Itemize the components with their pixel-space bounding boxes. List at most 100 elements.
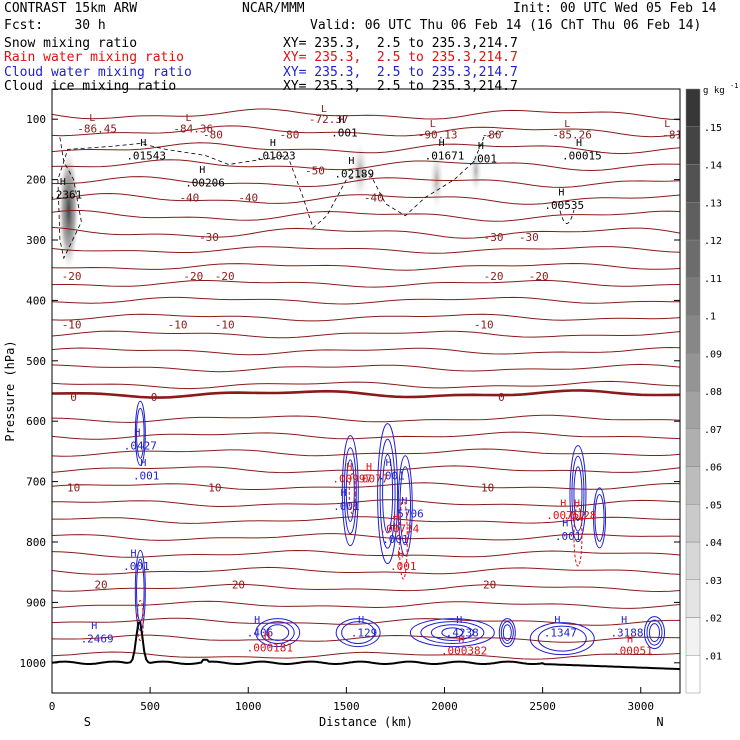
temperature-label: 20 [94,578,107,591]
temperature-contour [52,363,680,373]
cloud-water-contour [441,627,464,638]
cloud-water-contour [648,623,660,643]
y-tick-label: 900 [26,596,46,609]
temperature-contour [52,448,680,457]
cloud-water-contour [379,438,396,549]
temperature-contour [52,246,680,254]
low-value-label: -85.26 [552,128,592,141]
cloud-water-contour [255,618,301,648]
temperature-label: 10 [67,482,80,495]
colorbar-tick-label: .11 [704,274,722,285]
y-tick-label: 1000 [20,657,47,670]
colorbar-tick-label: .13 [704,198,722,209]
colorbar-segment [685,164,701,203]
high-marker: H [621,615,627,626]
temperature-contour [52,346,680,356]
cloud-water-value-label: .001 [378,470,405,483]
high-marker: H [358,615,364,626]
rain-contour [348,473,356,515]
temperature-label: -20 [484,270,504,283]
x-tick-label: 1000 [235,700,262,713]
high-marker: H [458,634,464,645]
colorbar-segment [685,353,701,392]
temperature-label: 20 [483,578,496,591]
rain-value-label: .0128 [563,509,596,522]
temperature-contour [52,192,680,205]
temperature-label: -30 [484,231,504,244]
cloud-water-contour [529,622,595,656]
colorbar-segment [685,504,701,543]
cloud-water-value-label: .5706 [391,508,424,521]
cloud-water-contour [430,624,474,641]
cloud-water-value-label: .001 [123,560,150,573]
colorbar-tick-label: .15 [704,123,722,134]
colorbar-tick-label: .08 [704,387,722,398]
colorbar-tick-label: .03 [704,576,722,587]
temperature-contour [52,651,680,660]
cloud-water-contour [643,616,665,650]
cloud-water-value-label: .3188 [610,627,643,640]
cloud-water-contour [382,453,394,534]
high-marker: H [264,631,270,642]
temperature-label: 0 [151,391,158,404]
cloud-water-value-label: .1347 [544,627,577,640]
temperature-label: -10 [474,319,494,332]
rain-value-label: .00734 [379,523,419,536]
temperature-contour [52,262,680,271]
cloud-water-contour [260,621,295,645]
legend-cloudwater-label: Cloud water mixing ratio [4,65,192,80]
rain-value-label: .001 [390,560,417,573]
temperature-contour [52,533,680,541]
plot-frame [51,88,681,694]
temperature-contour [52,210,680,222]
cloud-water-contour [569,445,587,543]
high-marker: H [386,458,392,469]
colorbar-tick-label: .04 [704,538,722,549]
temperature-label: -20 [529,270,549,283]
temperature-label: -50 [305,165,325,178]
temperature-label: -80 [203,128,223,141]
cloud-ice-value-label: .01543 [126,149,166,162]
temperature-label: -30 [199,231,219,244]
temperature-contour [52,296,680,305]
valid-time: Valid: 06 UTC Thu 06 Feb 14 (16 ChT Thu … [310,18,702,33]
colorbar-tick-label: .01 [704,651,722,662]
temperature-contour [52,499,680,508]
y-tick-label: 400 [26,294,46,307]
high-marker: H [627,634,633,645]
colorbar-segment [685,277,701,316]
high-marker: H [397,550,403,561]
cloud-water-contour [136,558,145,623]
low-marker: L [564,119,570,130]
cloud-water-value-label: .001 [133,470,160,483]
x-tick-label: 2000 [431,700,458,713]
temperature-label: 10 [208,482,221,495]
temperature-contour [52,600,680,609]
temperature-contour [52,159,680,172]
high-marker: H [456,615,462,626]
cloud-ice-contour [557,203,575,224]
rain-value-label: .00752 [546,509,586,522]
y-tick-label: 500 [26,355,46,368]
low-value-label: -81 [662,128,682,141]
temperature-label: 0 [70,391,77,404]
temperature-label: -10 [168,319,188,332]
rain-value-label: .00997 [332,473,372,486]
y-tick-label: 200 [26,174,46,187]
high-marker: H [340,488,346,499]
cloud-water-contour [593,487,607,549]
high-marker: H [558,187,564,198]
colorbar-unit: g kg [703,86,725,96]
high-marker: H [91,621,97,632]
low-value-label: -90.13 [418,128,458,141]
temperature-contour [52,313,680,322]
cloud-water-contour [341,621,376,645]
temperature-label: -80 [280,128,300,141]
cloud-water-contour [594,493,605,542]
temperature-contour [52,226,680,239]
cloud-water-contour [420,621,485,645]
institution-label: NCAR/MMM [242,1,305,16]
cloud-water-contour [646,619,663,646]
temperature-contour [52,583,680,593]
